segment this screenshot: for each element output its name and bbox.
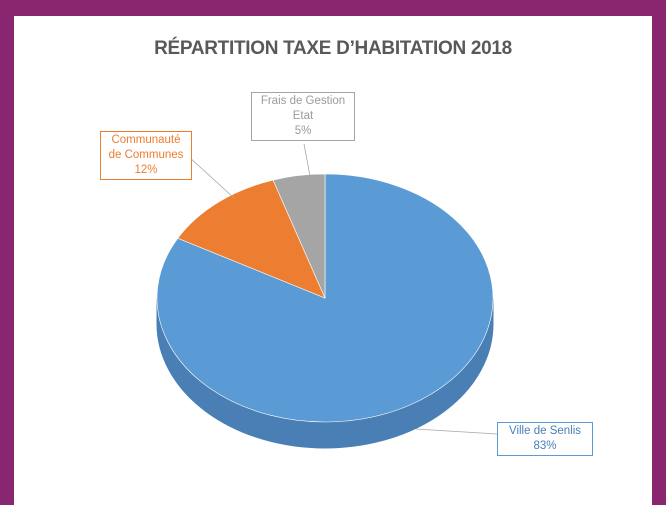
label-line: Frais de Gestion bbox=[260, 95, 346, 107]
label-value: 83% bbox=[533, 440, 557, 452]
leader-line-communaute bbox=[187, 155, 235, 199]
data-label-communaute: Communauté de Communes 12% bbox=[100, 131, 192, 180]
leader-lines bbox=[187, 143, 498, 435]
chart-title: RÉPARTITION TAXE D’HABITATION 2018 bbox=[154, 38, 512, 59]
pie-slice bbox=[272, 173, 326, 299]
leader-line-ville-senlis bbox=[415, 428, 498, 435]
label-line: Etat bbox=[292, 110, 314, 122]
label-value: 12% bbox=[134, 164, 158, 176]
chart-card: RÉPARTITION TAXE D’HABITATION 2018 Commu… bbox=[14, 16, 652, 505]
pie-chart bbox=[156, 143, 498, 449]
data-label-ville-senlis: Ville de Senlis 83% bbox=[497, 422, 593, 456]
pie-slice bbox=[177, 179, 326, 299]
pie-top bbox=[156, 173, 494, 423]
data-label-frais-gestion: Frais de Gestion Etat 5% bbox=[251, 92, 355, 141]
label-line: Communauté bbox=[111, 134, 181, 146]
pie-slice bbox=[156, 173, 494, 423]
label-line: Ville de Senlis bbox=[508, 425, 582, 437]
label-value: 5% bbox=[294, 125, 312, 137]
leader-line-frais-gestion bbox=[303, 143, 311, 177]
label-line: de Communes bbox=[108, 149, 184, 161]
